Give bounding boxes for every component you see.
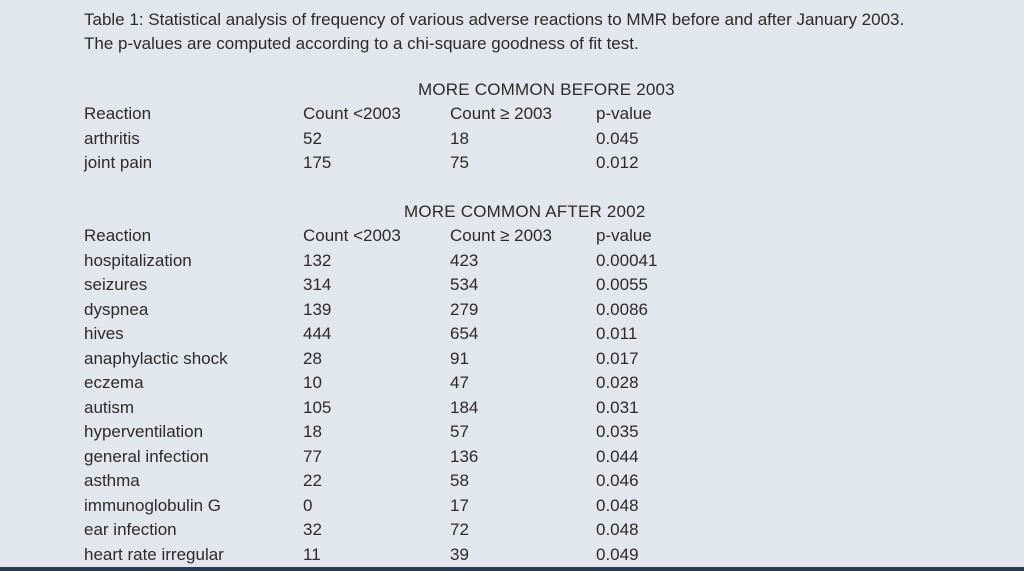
p-value-cell: 0.017: [596, 348, 639, 368]
count-before-cell: 175: [303, 153, 332, 172]
p-value-cell: 0.049: [596, 544, 639, 564]
count-before-cell: 10: [303, 373, 322, 392]
count-after-cell: 654: [450, 324, 479, 343]
table-header-row: Reaction Count <2003 Count ≥ 2003 p-valu…: [84, 224, 804, 249]
count-before-cell: 32: [303, 520, 322, 539]
section-title-before-2003: MORE COMMON BEFORE 2003: [418, 80, 675, 99]
count-before-cell: 77: [303, 446, 322, 466]
reaction-cell: heart rate irregular: [84, 544, 224, 564]
caption-line-2: The p-values are computed according to a…: [84, 34, 639, 53]
table-row: immunoglobulin G 0 17 0.048: [84, 494, 804, 519]
reaction-cell: joint pain: [84, 153, 153, 172]
section-title-after-2002: MORE COMMON AFTER 2002: [404, 202, 646, 221]
table-row: hives 444 654 0.011: [84, 322, 804, 347]
count-before-cell: 28: [303, 348, 322, 368]
header-p-value: p-value: [596, 104, 652, 123]
count-before-cell: 0: [303, 495, 313, 515]
count-before-cell: 52: [303, 128, 322, 148]
p-value-cell: 0.045: [596, 128, 639, 148]
table-row: arthritis 52 18 0.045: [84, 127, 804, 152]
p-value-cell: 0.035: [596, 422, 639, 441]
count-after-cell: 184: [450, 397, 479, 417]
p-value-cell: 0.028: [596, 373, 639, 392]
table-caption: Table 1: Statistical analysis of frequen…: [84, 8, 1014, 56]
p-value-cell: 0.00041: [596, 250, 658, 270]
header-count-after: Count ≥ 2003: [450, 104, 552, 123]
header-count-before: Count <2003: [303, 226, 401, 245]
count-after-cell: 58: [450, 471, 469, 490]
count-after-cell: 17: [450, 495, 469, 515]
reaction-cell: hospitalization: [84, 250, 192, 270]
p-value-cell: 0.048: [596, 520, 639, 539]
p-value-cell: 0.031: [596, 397, 639, 417]
after-2002-table: Reaction Count <2003 Count ≥ 2003 p-valu…: [84, 224, 804, 567]
header-reaction: Reaction: [84, 104, 152, 123]
reaction-cell: anaphylactic shock: [84, 348, 228, 368]
reaction-cell: general infection: [84, 446, 209, 466]
count-after-cell: 534: [450, 275, 479, 294]
p-value-cell: 0.048: [596, 495, 639, 515]
count-before-cell: 22: [303, 471, 322, 490]
table-row: asthma 22 58 0.046: [84, 469, 804, 494]
header-reaction: Reaction: [84, 226, 152, 245]
header-count-after: Count ≥ 2003: [450, 226, 552, 245]
count-after-cell: 18: [450, 128, 469, 148]
count-before-cell: 444: [303, 324, 332, 343]
count-after-cell: 72: [450, 520, 469, 539]
reaction-cell: immunoglobulin G: [84, 495, 222, 515]
p-value-cell: 0.0055: [596, 275, 648, 294]
table-row: eczema 10 47 0.028: [84, 371, 804, 396]
bottom-border: [0, 567, 1024, 571]
reaction-cell: hives: [84, 324, 124, 343]
count-before-cell: 139: [303, 299, 332, 319]
p-value-cell: 0.012: [596, 153, 639, 172]
header-count-before: Count <2003: [303, 104, 401, 123]
table-row: heart rate irregular 11 39 0.049: [84, 543, 804, 568]
p-value-cell: 0.011: [596, 324, 638, 343]
p-value-cell: 0.046: [596, 471, 639, 490]
table-row: ear infection 32 72 0.048: [84, 518, 804, 543]
reaction-cell: ear infection: [84, 520, 177, 539]
reaction-cell: asthma: [84, 471, 140, 490]
count-after-cell: 47: [450, 373, 469, 392]
count-before-cell: 105: [303, 397, 332, 417]
count-after-cell: 39: [450, 544, 469, 564]
p-value-cell: 0.044: [596, 446, 639, 466]
table-row: hyperventilation 18 57 0.035: [84, 420, 804, 445]
count-after-cell: 279: [450, 299, 479, 319]
table-header-row: Reaction Count <2003 Count ≥ 2003 p-valu…: [84, 102, 804, 127]
count-after-cell: 75: [450, 153, 469, 172]
count-after-cell: 91: [450, 348, 469, 368]
reaction-cell: hyperventilation: [84, 422, 204, 441]
count-after-cell: 423: [450, 250, 479, 270]
reaction-cell: seizures: [84, 275, 148, 294]
table-row: general infection 77 136 0.044: [84, 445, 804, 470]
reaction-cell: arthritis: [84, 128, 140, 148]
reaction-cell: autism: [84, 397, 135, 417]
p-value-cell: 0.0086: [596, 299, 648, 319]
reaction-cell: dyspnea: [84, 299, 149, 319]
caption-line-1: Table 1: Statistical analysis of frequen…: [84, 10, 905, 29]
count-before-cell: 132: [303, 250, 332, 270]
count-before-cell: 11: [303, 544, 321, 564]
count-before-cell: 18: [303, 422, 322, 441]
header-p-value: p-value: [596, 226, 652, 245]
table-row: joint pain 175 75 0.012: [84, 151, 804, 176]
before-2003-table: Reaction Count <2003 Count ≥ 2003 p-valu…: [84, 102, 804, 176]
table-row: hospitalization 132 423 0.00041: [84, 249, 804, 274]
table-row: anaphylactic shock 28 91 0.017: [84, 347, 804, 372]
table-row: dyspnea 139 279 0.0086: [84, 298, 804, 323]
table-row: seizures 314 534 0.0055: [84, 273, 804, 298]
count-after-cell: 136: [450, 446, 479, 466]
count-before-cell: 314: [303, 275, 332, 294]
table-row: autism 105 184 0.031: [84, 396, 804, 421]
count-after-cell: 57: [450, 422, 469, 441]
reaction-cell: eczema: [84, 373, 144, 392]
